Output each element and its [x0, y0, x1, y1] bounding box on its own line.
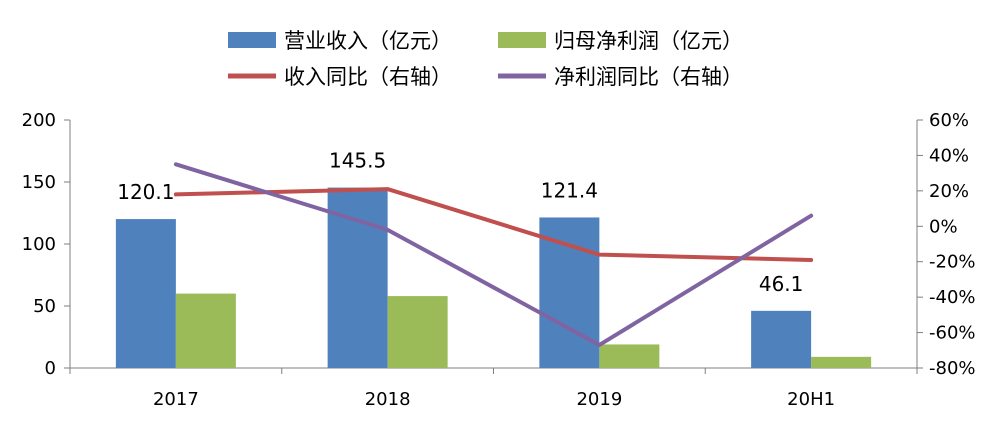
y-left-tick-label: 50	[33, 296, 56, 317]
legend-swatch	[228, 32, 276, 48]
bar-net-profit	[811, 356, 872, 368]
legend-label: 归母净利润（亿元）	[554, 29, 743, 53]
data-label: 120.1	[117, 180, 174, 204]
y-right-tick-label: -60%	[929, 323, 976, 344]
legend-label: 净利润同比（右轴）	[554, 65, 743, 89]
y-right-tick-label: 0%	[929, 216, 958, 237]
legend-label: 营业收入（亿元）	[284, 29, 452, 53]
y-left-tick-label: 200	[22, 110, 56, 131]
y-right-tick-label: 60%	[929, 110, 969, 131]
bar-net-profit	[599, 344, 660, 368]
y-right-tick-label: 40%	[929, 145, 969, 166]
bar-revenue	[539, 217, 600, 368]
bar-net-profit	[175, 293, 236, 368]
y-right-tick-label: -20%	[929, 252, 976, 273]
x-category-label: 2018	[365, 389, 411, 410]
x-category-label: 20H1	[787, 389, 835, 410]
data-labels: 120.1 145.5 121.4 46.1	[117, 149, 803, 296]
x-category-label: 2019	[576, 389, 622, 410]
bars	[115, 187, 872, 368]
y-right-tick-label: -80%	[929, 358, 976, 379]
axes: 0 50 100 150 200 -80% -60% -40% -20% 0% 20% 40% 60% 2…	[22, 110, 976, 410]
legend: 营业收入（亿元） 归母净利润（亿元） 收入同比（右轴） 净利润同比（右轴）	[228, 29, 743, 89]
bar-revenue	[115, 219, 176, 368]
bar-revenue	[327, 187, 388, 368]
data-label: 145.5	[329, 149, 386, 173]
line-net-profit-yoy	[173, 162, 814, 347]
y-right-tick-label: -40%	[929, 287, 976, 308]
line-revenue-yoy	[173, 187, 814, 262]
bar-revenue	[751, 310, 812, 368]
y-left-tick-label: 0	[45, 358, 56, 379]
y-left-tick-label: 150	[22, 172, 56, 193]
lines	[173, 162, 814, 347]
y-left-tick-label: 100	[22, 234, 56, 255]
y-right-tick-label: 20%	[929, 181, 969, 202]
legend-label: 收入同比（右轴）	[284, 65, 452, 89]
data-label: 121.4	[541, 178, 598, 202]
legend-swatch	[498, 32, 546, 48]
x-category-label: 2017	[153, 389, 199, 410]
data-label: 46.1	[759, 272, 804, 296]
bar-net-profit	[387, 296, 448, 368]
